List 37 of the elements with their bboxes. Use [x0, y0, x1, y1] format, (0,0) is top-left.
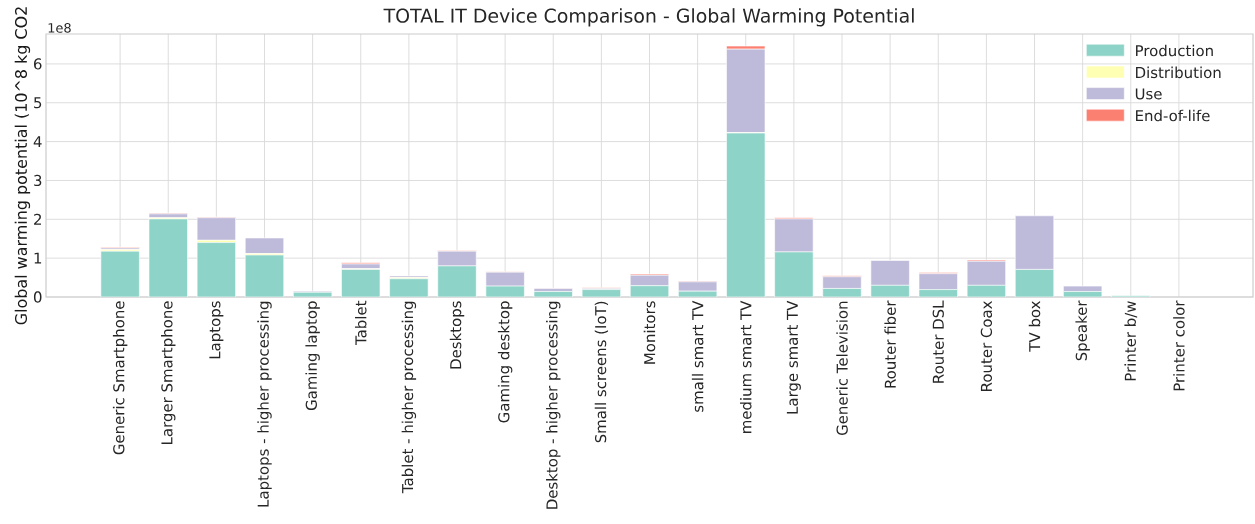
text: 1e8: [48, 23, 71, 33]
y-tick-label: 2: [34, 213, 41, 225]
y-axis-title: Global warming potential (10^8 kg CO2: [14, 7, 31, 325]
x-tick-label: Laptops - higher processing: [257, 301, 272, 507]
x-tick-label: Generic Smartphone: [112, 301, 128, 455]
x-tick-label: Router Coax: [980, 301, 993, 391]
legend-label: Production: [1136, 44, 1213, 57]
y-tick-label: 3: [34, 174, 42, 187]
x-tick-label: medium smart TV: [739, 300, 752, 433]
x-tick-label: Printer b/w: [1124, 301, 1138, 381]
chart-title: TOTAL IT Device Comparison - Global Warming Potential: [383, 8, 914, 27]
x-tick-label: Monitors: [643, 301, 656, 364]
x-tick-label: Larger Smartphone: [161, 301, 176, 444]
y-tick-label: 1: [34, 252, 42, 264]
x-tick-label: Small screens (IoT): [594, 301, 609, 443]
x-tick-label: Tablet: [354, 300, 367, 346]
x-tick-label: TV box: [1028, 301, 1041, 352]
x-tick-label: small smart TV: [691, 300, 704, 412]
y-tick-label: 4: [33, 136, 42, 148]
y-tick-label: 0: [33, 291, 42, 303]
legend-label: End-of-life: [1136, 109, 1210, 122]
x-tick-label: Gaming desktop: [497, 301, 513, 423]
y-tick-label: 6: [34, 58, 42, 70]
x-tick-label: Router DSL: [932, 300, 944, 383]
x-tick-label: Printer color: [1173, 300, 1185, 391]
legend-label: Distribution: [1136, 66, 1221, 79]
x-tick-label: Gaming laptop: [305, 301, 320, 411]
x-tick-label: Laptops: [209, 301, 224, 359]
y-tick-label: 5: [34, 97, 42, 109]
x-tick-label: Large smart TV: [786, 300, 801, 414]
x-tick-label: Router fiber: [884, 300, 896, 388]
x-tick-label: Speaker: [1075, 300, 1090, 361]
x-tick-label: Generic Television: [836, 301, 848, 436]
legend-label: Use: [1135, 88, 1162, 100]
x-tick-label: Desktops: [449, 301, 465, 369]
x-tick-label: Desktop - higher processing: [546, 301, 561, 509]
x-tick-label: Tablet - higher processing: [401, 301, 417, 494]
